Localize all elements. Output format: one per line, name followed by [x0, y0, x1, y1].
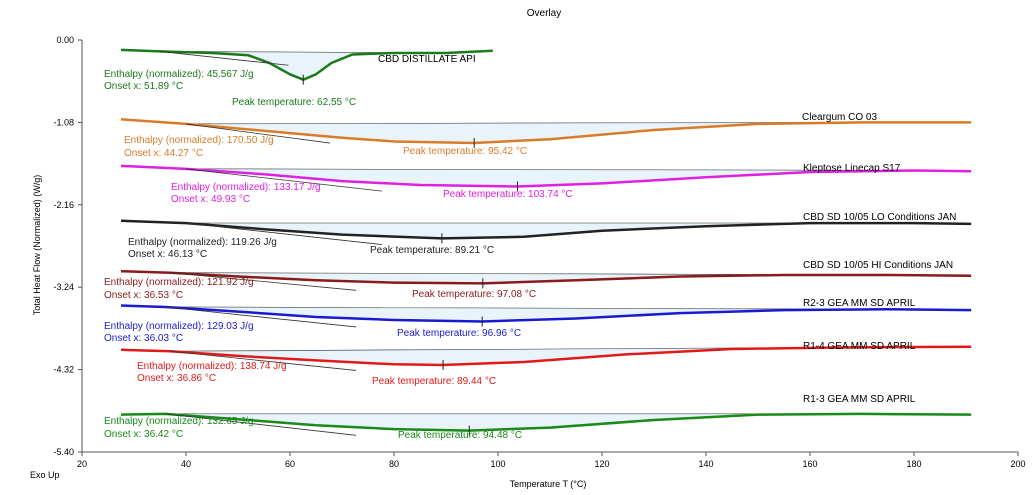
series-name-label: CBD SD 10/05 LO Conditions JAN — [803, 212, 956, 223]
peak-temperature-label: Peak temperature: 103.74 °C — [443, 189, 573, 200]
onset-tangent-line — [165, 306, 357, 328]
onset-tangent-line — [170, 350, 357, 371]
peak-temperature-label: Peak temperature: 97.08 °C — [412, 289, 536, 300]
exo-up-label: Exo Up — [30, 470, 60, 480]
series-name-label: Kleptose Linecap S17 — [803, 163, 901, 174]
onset-label: Onset x: 49.93 °C — [171, 194, 250, 205]
x-tick-label: 40 — [181, 459, 191, 469]
x-tick-label: 20 — [77, 459, 87, 469]
chart-title: Overlay — [527, 8, 561, 19]
x-tick-label: 120 — [594, 459, 609, 469]
peak-temperature-label: Peak temperature: 89.21 °C — [370, 245, 494, 256]
enthalpy-label: Enthalpy (normalized): 170.50 J/g — [124, 135, 274, 146]
y-axis-label: Total Heat Flow (Normalized) (W/g) — [32, 175, 42, 316]
peak-temperature-label: Peak temperature: 95.42 °C — [403, 146, 527, 157]
plot-area: 20 40 60 80 100 120 140 160 180 200 0.00 -1.08 -2.16… — [53, 35, 1025, 469]
y-tick-label: -3.24 — [53, 282, 74, 292]
enthalpy-label: Enthalpy (normalized): 119.26 J/g — [128, 237, 277, 248]
enthalpy-label: Enthalpy (normalized): 121.92 J/g — [104, 277, 254, 288]
x-tick-label: 60 — [285, 459, 295, 469]
onset-label: Onset x: 36.03 °C — [104, 333, 183, 344]
peak-temperature-label: Peak temperature: 89.44 °C — [372, 376, 496, 387]
onset-label: Onset x: 51.89 °C — [104, 81, 183, 92]
peak-area — [160, 51, 446, 80]
series-name-label: R2-3 GEA MM SD APRIL — [803, 298, 916, 309]
onset-label: Onset x: 36.86 °C — [137, 373, 216, 384]
y-tick-label: -1.08 — [53, 117, 74, 127]
enthalpy-label: Enthalpy (normalized): 45.567 J/g — [104, 69, 254, 80]
y-tick-label: 0.00 — [56, 35, 74, 45]
enthalpy-label: Enthalpy (normalized): 129.03 J/g — [104, 321, 254, 332]
x-tick-label: 160 — [802, 459, 817, 469]
enthalpy-label: Enthalpy (normalized): 138.74 J/g — [137, 361, 287, 372]
onset-label: Onset x: 46.13 °C — [128, 249, 207, 260]
series-name-label: CBD DISTILLATE API — [378, 54, 476, 65]
x-tick-label: 180 — [906, 459, 921, 469]
onset-tangent-line — [159, 51, 289, 66]
enthalpy-label: Enthalpy (normalized): 132.65 J/g — [104, 416, 254, 427]
peak-temperature-label: Peak temperature: 94.48 °C — [398, 430, 522, 441]
peak-temperature-label: Peak temperature: 96.96 °C — [397, 328, 521, 339]
series-name-label: R1-3 GEA MM SD APRIL — [803, 394, 916, 405]
series-name-label: Cleargum CO 03 — [802, 112, 877, 123]
y-tick-label: -5.40 — [53, 447, 74, 457]
onset-tangent-line — [185, 168, 383, 192]
x-tick-label: 200 — [1010, 459, 1025, 469]
onset-label: Onset x: 36.53 °C — [104, 290, 183, 301]
series-name-label: CBD SD 10/05 HI Conditions JAN — [803, 260, 953, 271]
onset-tangent-line — [170, 272, 357, 291]
series-line — [120, 118, 972, 145]
series-line — [120, 219, 972, 240]
x-tick-label: 100 — [490, 459, 505, 469]
x-tick-label: 140 — [698, 459, 713, 469]
onset-tangent-line — [165, 413, 357, 436]
onset-tangent-line — [185, 222, 383, 245]
y-tick-label: -4.32 — [53, 365, 74, 375]
onset-label: Onset x: 36.42 °C — [104, 429, 183, 440]
onset-tangent-line — [185, 123, 331, 144]
onset-label: Onset x: 44.27 °C — [124, 148, 203, 159]
x-axis-label: Temperature T (°C) — [510, 479, 587, 489]
peak-temperature-label: Peak temperature: 62.55 °C — [232, 97, 356, 108]
y-tick-label: -2.16 — [53, 200, 74, 210]
enthalpy-label: Enthalpy (normalized): 133.17 J/g — [171, 182, 321, 193]
series-name-label: R1-4 GEA MM SD APRIL — [803, 341, 916, 352]
x-tick-label: 80 — [389, 459, 399, 469]
